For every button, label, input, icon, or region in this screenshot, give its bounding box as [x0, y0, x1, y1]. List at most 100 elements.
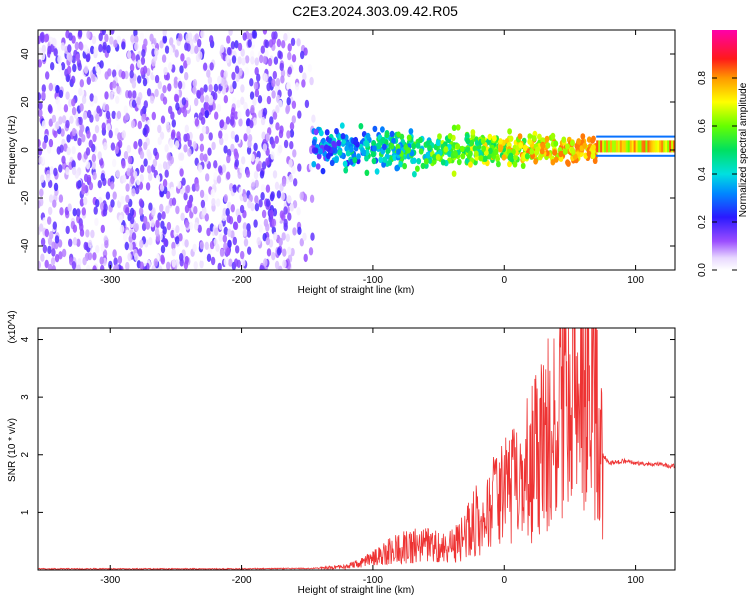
heatmap-cell: [38, 147, 43, 156]
heatmap-cell: [66, 146, 71, 156]
colorbar-label: Normalized spectral amplitude: [738, 82, 749, 217]
heatmap-cell: [61, 248, 67, 258]
heatmap-cell: [162, 30, 167, 37]
heatmap-cell: [465, 137, 471, 145]
heatmap-cell: [606, 140, 609, 153]
heatmap-cell: [71, 166, 77, 176]
heatmap-cell: [210, 188, 215, 198]
heatmap-cell: [58, 89, 64, 99]
heatmap-cell: [171, 241, 176, 251]
heatmap-cell: [562, 148, 568, 155]
heatmap-cell: [192, 141, 197, 150]
heatmap-cell: [53, 48, 58, 57]
heatmap-cell: [311, 139, 317, 146]
heatmap-cell: [297, 163, 302, 172]
heatmap-cell: [447, 133, 453, 140]
heatmap-cell: [235, 208, 240, 217]
heatmap-cell: [287, 51, 292, 61]
heatmap-cell: [93, 206, 98, 215]
heatmap-cell: [365, 132, 371, 140]
heatmap-cell: [184, 239, 189, 248]
heatmap-cell: [86, 264, 91, 270]
heatmap-cell: [60, 71, 66, 80]
heatmap-cell: [296, 38, 301, 47]
heatmap-cell: [57, 63, 62, 73]
heatmap-cell: [157, 81, 162, 90]
heatmap-cell: [162, 179, 168, 188]
x-tick-label: -300: [100, 275, 120, 286]
heatmap-cell: [91, 161, 96, 170]
heatmap-cell: [38, 260, 41, 270]
heatmap-cell: [157, 124, 162, 134]
heatmap-cell: [261, 94, 267, 103]
heatmap-cell: [647, 140, 650, 153]
heatmap-cell: [178, 233, 183, 242]
heatmap-cell: [68, 54, 73, 63]
heatmap-cell: [143, 141, 148, 151]
colorbar-ticks: 0.0 0.2 0.4 0.6 0.8: [697, 71, 737, 277]
heatmap-cell: [131, 52, 136, 61]
heatmap-cell: [108, 260, 113, 270]
heatmap-cell: [127, 50, 132, 60]
colorbar-tick-label: 0.0: [697, 263, 708, 277]
heatmap-cell: [125, 207, 130, 216]
heatmap-cell: [78, 87, 83, 97]
heatmap-cell: [290, 37, 296, 47]
spectrogram-image: [38, 30, 675, 270]
heatmap-cell: [256, 73, 261, 82]
heatmap-cell: [83, 173, 89, 183]
heatmap-cell: [290, 247, 295, 257]
heatmap-cell: [258, 110, 263, 119]
heatmap-cell: [58, 194, 64, 203]
x-tick-label: -100: [363, 275, 383, 286]
heatmap-cell: [192, 78, 198, 88]
heatmap-cell: [669, 140, 672, 153]
heatmap-cell: [245, 108, 250, 118]
heatmap-cell: [154, 48, 159, 57]
heatmap-cell: [186, 43, 191, 52]
heatmap-cell: [148, 202, 153, 211]
heatmap-cell: [230, 143, 235, 153]
heatmap-cell: [184, 124, 189, 133]
heatmap-cell: [199, 189, 205, 199]
heatmap-cell: [275, 78, 281, 87]
heatmap-cell: [206, 253, 212, 262]
heatmap-cell: [142, 127, 147, 136]
heatmap-cell: [299, 191, 304, 201]
heatmap-cell: [94, 125, 100, 134]
heatmap-cell: [110, 30, 115, 35]
heatmap-cell: [41, 84, 46, 93]
heatmap-cell: [48, 194, 54, 203]
heatmap-cell: [139, 261, 144, 270]
heatmap-cell: [127, 252, 132, 262]
heatmap-cell: [217, 75, 222, 85]
heatmap-cell: [266, 82, 271, 92]
heatmap-cell: [38, 35, 41, 45]
heatmap-cell: [291, 115, 296, 124]
heatmap-cell: [141, 49, 146, 58]
heatmap-cell: [261, 161, 267, 170]
heatmap-cell: [42, 141, 47, 150]
heatmap-cell: [99, 60, 104, 69]
heatmap-cell: [65, 225, 70, 235]
heatmap-cell: [247, 139, 252, 149]
heatmap-cell: [540, 137, 546, 144]
heatmap-cell: [234, 134, 239, 143]
heatmap-cell: [160, 220, 165, 229]
heatmap-cell: [125, 261, 130, 270]
heatmap-cell: [122, 174, 127, 183]
heatmap-cell: [256, 237, 261, 246]
heatmap-cell: [54, 254, 60, 263]
heatmap-cell: [203, 153, 208, 162]
heatmap-cell: [210, 256, 216, 266]
heatmap-cell: [591, 135, 596, 142]
heatmap-cell: [612, 140, 615, 153]
heatmap-cell: [168, 105, 173, 115]
heatmap-cell: [185, 33, 190, 42]
heatmap-cell: [242, 32, 247, 41]
heatmap-cell: [232, 80, 237, 90]
heatmap-cell: [225, 208, 230, 217]
heatmap-cell: [230, 204, 235, 213]
heatmap-cell: [245, 55, 250, 64]
heatmap-cell: [60, 42, 66, 51]
